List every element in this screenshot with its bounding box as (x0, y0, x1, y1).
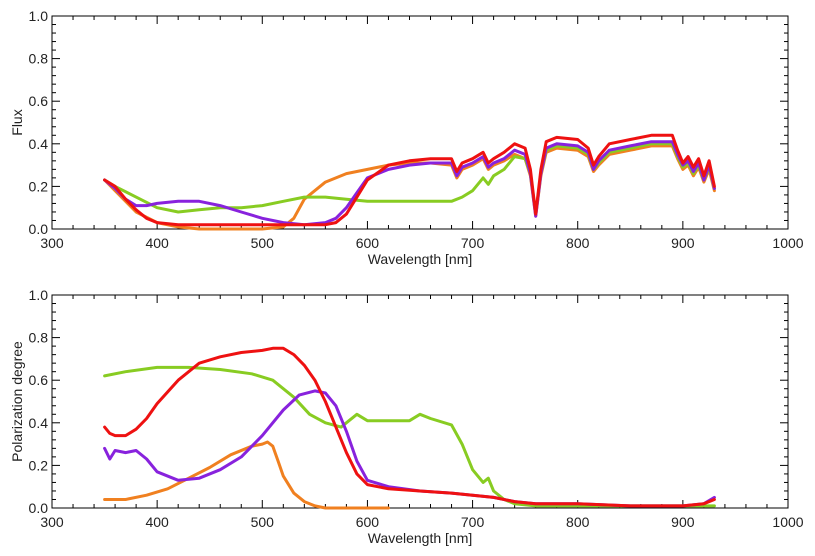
polarization-series-line-0 (103, 440, 390, 510)
flux-x-tick-label: 600 (356, 235, 380, 251)
polarization-x-tick-label: 400 (145, 514, 169, 530)
flux-series-line-1 (103, 142, 716, 216)
polarization-x-tick-label: 500 (251, 514, 275, 530)
flux-x-tick-label: 300 (40, 235, 64, 251)
polarization-plot: 300 400 500 600 700 800 900 1000 0.0 0.2 0.4 0.6 0.8… (9, 287, 804, 546)
flux-series-line-2 (103, 140, 716, 227)
flux-x-tick-label: 900 (671, 235, 695, 251)
flux-x-tick-label: 400 (145, 235, 169, 251)
flux-plot-frame (51, 15, 789, 230)
flux-y-tick-label: 0.0 (29, 221, 49, 237)
polarization-y-tick-label: 0.8 (29, 330, 49, 346)
flux-x-tick-label: 1000 (772, 235, 803, 251)
flux-y-axis-label: Flux (9, 109, 25, 135)
polarization-x-tick-label: 1000 (772, 514, 803, 530)
flux-x-tick-label: 500 (251, 235, 275, 251)
polarization-x-tick-label: 700 (461, 514, 485, 530)
polarization-y-axis-label: Polarization degree (9, 341, 25, 462)
polarization-plot-frame (51, 294, 789, 509)
flux-x-axis-label: Wavelength [nm] (368, 251, 473, 267)
flux-series-line-3 (103, 133, 716, 227)
polarization-x-tick-label: 900 (671, 514, 695, 530)
polarization-x-tick-label: 600 (356, 514, 380, 530)
polarization-y-tick-label: 1.0 (29, 287, 49, 303)
polarization-series-line-3 (103, 346, 716, 508)
flux-series-line-0 (103, 144, 716, 231)
flux-y-tick-label: 0.2 (29, 178, 49, 194)
flux-y-tick-label: 0.6 (29, 93, 49, 109)
polarization-y-tick-label: 0.6 (29, 372, 49, 388)
polarization-y-tick-label: 0.2 (29, 457, 49, 473)
polarization-series-line-1 (103, 365, 716, 508)
polarization-x-tick-label: 300 (40, 514, 64, 530)
flux-plot: 300 400 500 600 700 800 900 1000 0.0 0.2 0.4 0.6 0.8… (9, 8, 804, 267)
polarization-y-tick-label: 0.4 (29, 415, 49, 431)
flux-y-tick-label: 1.0 (29, 8, 49, 24)
flux-y-tick-label: 0.8 (29, 51, 49, 67)
polarization-series-line-2 (103, 389, 716, 508)
polarization-y-tick-label: 0.0 (29, 500, 49, 516)
flux-y-tick-label: 0.4 (29, 136, 49, 152)
flux-x-tick-label: 800 (566, 235, 590, 251)
polarization-x-axis-label: Wavelength [nm] (368, 530, 473, 546)
flux-x-tick-label: 700 (461, 235, 485, 251)
polarization-x-tick-label: 800 (566, 514, 590, 530)
